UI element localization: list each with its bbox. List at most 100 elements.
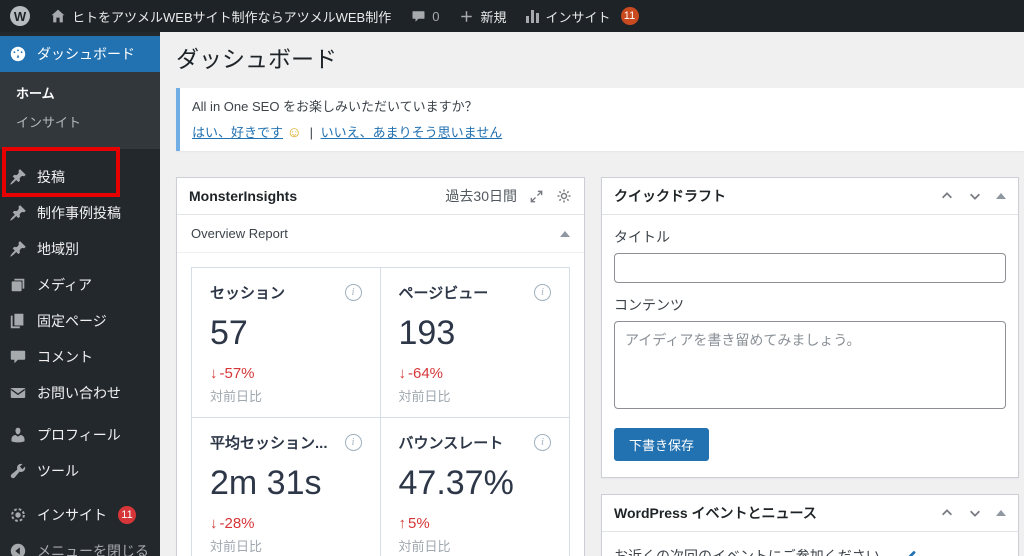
notice-question: All in One SEO をお楽しみいただいていますか？ — [192, 99, 478, 114]
wordpress-menu-item[interactable]: W — [0, 0, 40, 32]
stat-label: ページビュー — [398, 285, 489, 302]
sidebar-item-pages[interactable]: 固定ページ — [0, 303, 160, 339]
dashboard-icon — [8, 44, 28, 64]
insights-notification-badge: 11 — [620, 7, 639, 25]
expand-icon[interactable] — [529, 189, 544, 204]
smiley-icon: ☺ — [286, 124, 302, 141]
sidebar-item-label: メディア — [37, 276, 93, 293]
chevron-down-icon[interactable] — [968, 189, 982, 203]
quick-draft-content-label: コンテンツ — [614, 297, 684, 313]
aioseo-notice: All in One SEO をお楽しみいただいていますか？ はい、好きです ☺… — [176, 88, 1024, 151]
sidebar-item-tools[interactable]: ツール — [0, 453, 160, 489]
save-draft-button[interactable]: 下書き保存 — [614, 428, 710, 461]
stat-change-value: -28% — [219, 515, 255, 532]
stat-compare-label: 対前日比 — [210, 539, 263, 554]
sidebar-item-posts[interactable]: 投稿 — [0, 159, 160, 195]
sidebar-item-insights[interactable]: インサイト 11 — [0, 497, 160, 533]
sidebar-item-collapse-menu[interactable]: メニューを閉じる — [0, 533, 160, 556]
sidebar-item-label: メニューを閉じる — [37, 542, 149, 556]
sidebar-item-label: 投稿 — [37, 168, 65, 185]
info-icon[interactable] — [534, 284, 551, 301]
gear-icon[interactable] — [556, 188, 572, 204]
events-news-text: お近くの次回のイベントにご参加ください。 — [614, 548, 894, 556]
pushpin-icon — [8, 203, 28, 223]
stats-grid: セッション 57 ↓-57% 対前日比 ページビュー — [191, 267, 570, 556]
insights-label: インサイト — [545, 9, 611, 25]
insights-sidebar-badge: 11 — [118, 506, 136, 524]
comment-bubble-icon — [412, 10, 425, 22]
pencil-icon[interactable] — [902, 549, 917, 556]
site-title: ヒトをアツメルWEBサイト制作ならアツメルWEB制作 — [72, 9, 392, 25]
sidebar-subitem-insights[interactable]: インサイト — [16, 115, 82, 130]
chevron-down-icon[interactable] — [968, 506, 982, 520]
collapse-triangle-icon[interactable] — [996, 510, 1006, 516]
collapse-triangle-icon[interactable] — [560, 230, 570, 237]
quick-draft-content-textarea[interactable] — [614, 321, 1006, 409]
admin-sidebar: ダッシュボード ホーム インサイト 投稿 制作事例投稿 地域別 メディア 固定ペ… — [0, 32, 160, 556]
sidebar-item-contact[interactable]: お問い合わせ — [0, 375, 160, 411]
stat-value: 193 — [398, 314, 456, 352]
stat-card-pageviews: ページビュー 193 ↓-64% 対前日比 — [380, 268, 569, 418]
info-icon[interactable] — [344, 284, 362, 301]
up-arrow-icon: ↑ — [398, 515, 407, 532]
sidebar-item-media[interactable]: メディア — [0, 267, 160, 303]
new-post-label: 新規 — [480, 9, 507, 25]
stat-change-value: 5% — [408, 515, 430, 532]
stat-compare-label: 対前日比 — [398, 539, 451, 554]
stat-compare-label: 対前日比 — [398, 389, 451, 404]
stat-card-avg-session: 平均セッション... 2m 31s ↓-28% 対前日比 — [192, 418, 381, 556]
collapse-triangle-icon[interactable] — [996, 193, 1006, 199]
sidebar-item-case-posts[interactable]: 制作事例投稿 — [0, 195, 160, 231]
sidebar-item-label: お問い合わせ — [37, 384, 121, 401]
sidebar-item-profile[interactable]: プロフィール — [0, 417, 160, 453]
quick-draft-title-input[interactable] — [614, 253, 1006, 283]
plus-icon — [461, 10, 473, 22]
insights-gear-icon — [8, 505, 28, 525]
new-post-menu-item[interactable]: 新規 — [449, 0, 516, 32]
sidebar-item-dashboard[interactable]: ダッシュボード — [0, 36, 160, 72]
info-icon[interactable] — [534, 434, 551, 451]
notice-yes-link[interactable]: はい、好きです — [192, 125, 284, 140]
stat-value: 57 — [210, 314, 248, 352]
insights-menu-item[interactable]: インサイト 11 — [516, 0, 648, 32]
down-arrow-icon: ↓ — [210, 515, 218, 532]
quick-draft-title-label: タイトル — [614, 229, 670, 245]
sidebar-item-label: 制作事例投稿 — [37, 204, 121, 221]
monsterinsights-widget-title: MonsterInsights — [189, 188, 298, 204]
events-news-widget-title: WordPress イベントとニュース — [614, 505, 817, 521]
sidebar-item-label: プロフィール — [37, 426, 121, 443]
dashboard-content: ダッシュボード All in One SEO をお楽しみいただいていますか？ は… — [160, 32, 1024, 556]
stat-change-value: -64% — [408, 365, 444, 382]
media-icon — [8, 275, 28, 295]
bar-chart-icon — [526, 9, 540, 23]
stat-label: セッション — [210, 285, 286, 302]
chevron-up-icon[interactable] — [940, 506, 954, 520]
notice-separator: | — [309, 125, 313, 140]
overview-report-title: Overview Report — [191, 226, 288, 241]
notice-no-link[interactable]: いいえ、あまりそう思いません — [320, 125, 503, 140]
quick-draft-widget: クイックドラフト タイトル コンテンツ 下書き保存 — [601, 177, 1019, 478]
sidebar-item-regional[interactable]: 地域別 — [0, 231, 160, 267]
stat-compare-label: 対前日比 — [210, 389, 263, 404]
sidebar-subitem-home[interactable]: ホーム — [16, 86, 55, 101]
sidebar-item-label: ダッシュボード — [37, 45, 135, 62]
stat-card-bounce-rate: バウンスレート 47.37% ↑5% 対前日比 — [381, 418, 570, 556]
comments-count: 0 — [432, 8, 440, 24]
collapse-arrow-icon — [8, 541, 28, 556]
sidebar-item-label: 固定ページ — [37, 312, 107, 329]
wrench-icon — [8, 461, 28, 481]
stat-change-value: -57% — [219, 365, 255, 382]
chevron-up-icon[interactable] — [940, 189, 954, 203]
events-news-widget: WordPress イベントとニュース お近くの次回のイベントにご参加ください。 — [601, 494, 1019, 556]
site-name-menu-item[interactable]: ヒトをアツメルWEBサイト制作ならアツメルWEB制作 — [40, 0, 401, 32]
page-title: ダッシュボード — [176, 46, 337, 72]
stat-label: 平均セッション... — [210, 435, 328, 452]
down-arrow-icon: ↓ — [210, 365, 218, 382]
stat-label: バウンスレート — [398, 435, 504, 452]
quick-draft-widget-title: クイックドラフト — [614, 188, 726, 204]
comments-menu-item[interactable]: 0 — [401, 0, 449, 32]
sidebar-item-comments[interactable]: コメント — [0, 339, 160, 375]
sidebar-item-label: 地域別 — [37, 240, 79, 257]
info-icon[interactable] — [344, 434, 362, 451]
